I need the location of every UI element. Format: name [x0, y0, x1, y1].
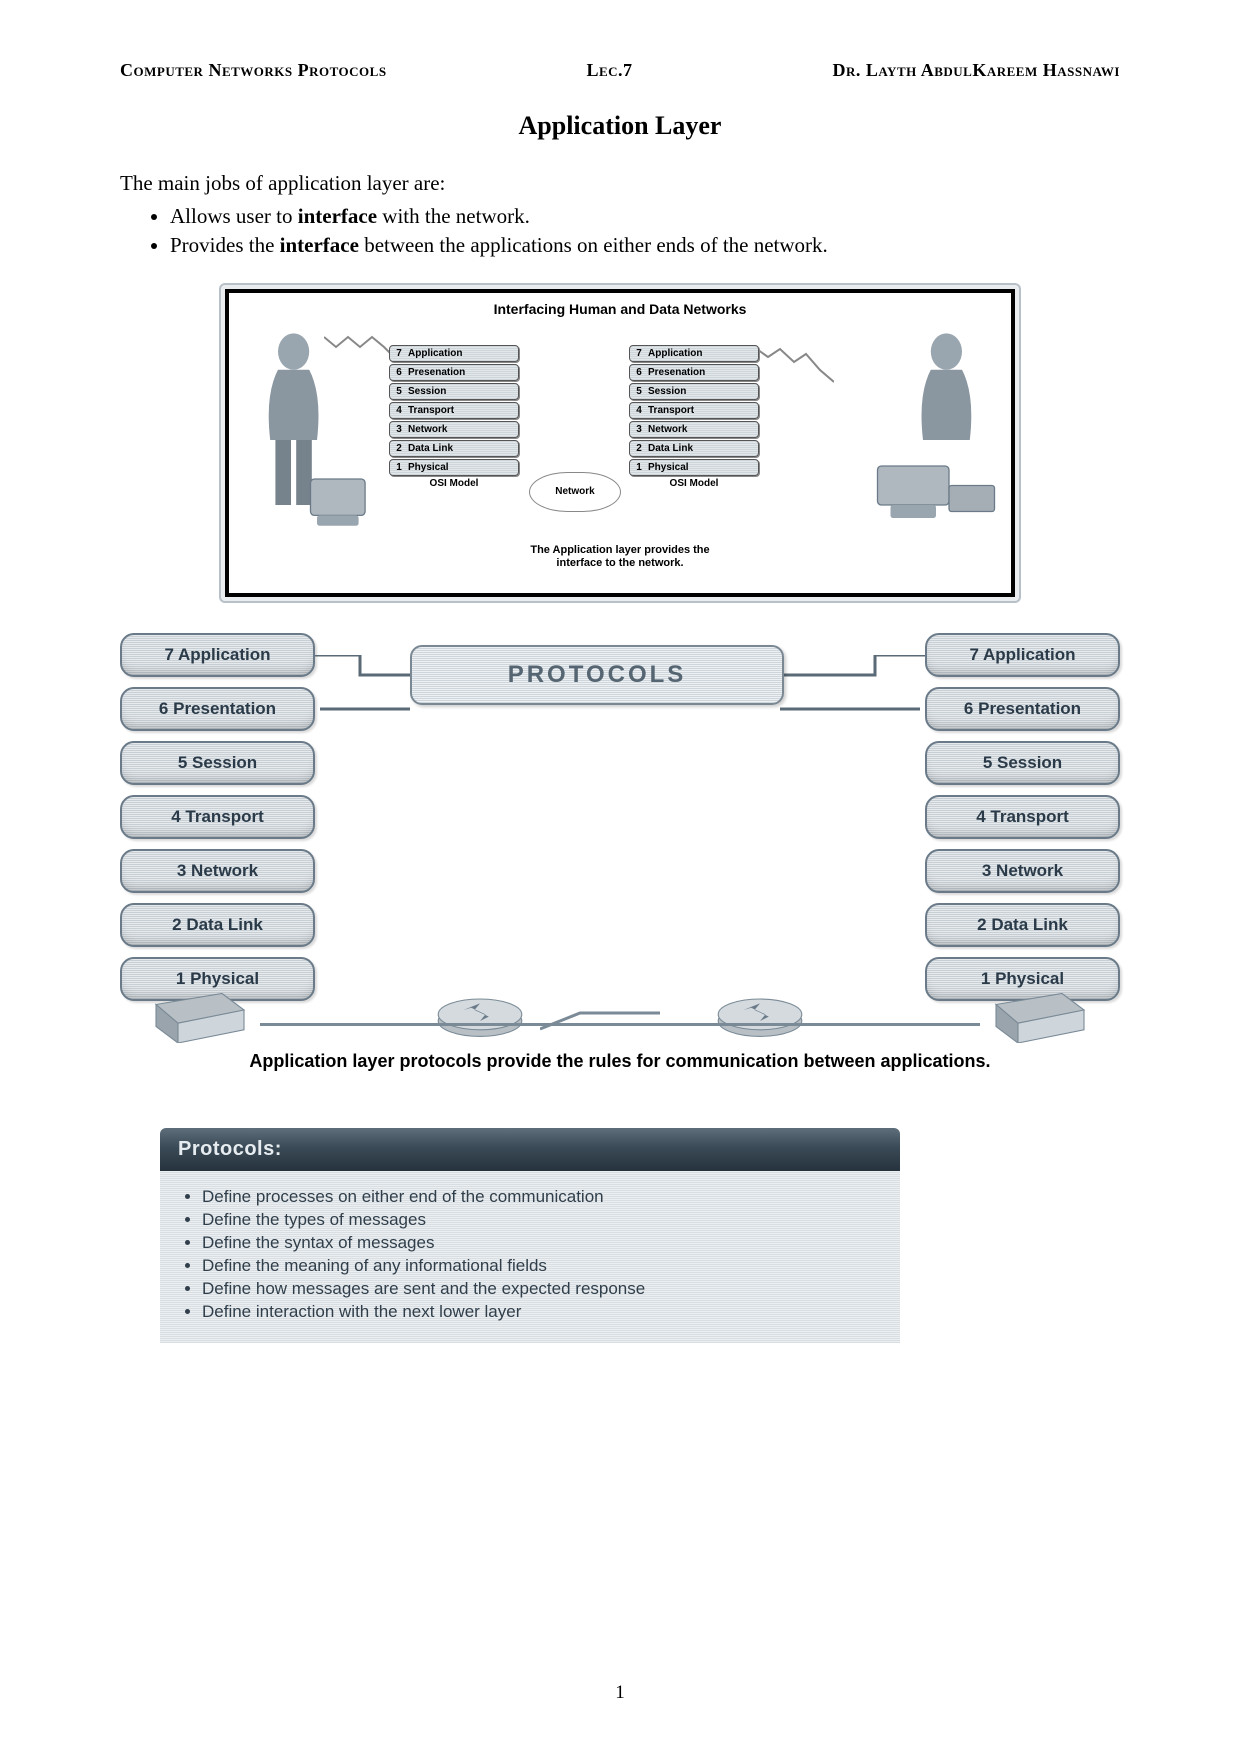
intro-bullet: Provides the interface between the appli…: [170, 233, 1120, 258]
protocols-list-item: Define interaction with the next lower l…: [202, 1302, 882, 1322]
osi-column-left: 7 Application 6 Presentation 5 Session 4 Tr…: [120, 633, 315, 1011]
osi-layer-box: 5 Session: [925, 741, 1120, 785]
osi-layer-box: 6 Presentation: [120, 687, 315, 731]
osi-layer-box: 4Transport: [389, 402, 519, 419]
osi-layer-box: 5Session: [629, 383, 759, 400]
router-icon: [705, 988, 815, 1043]
osi-layer-box: 6 Presentation: [925, 687, 1120, 731]
osi-layer-box: 1Physical: [389, 459, 519, 476]
protocols-panel-title: Protocols:: [160, 1128, 900, 1171]
osi-layer-box: 3Network: [389, 421, 519, 438]
network-cloud-icon: Network: [529, 472, 621, 512]
protocols-list-item: Define processes on either end of the co…: [202, 1187, 882, 1207]
osi-layer-box: 4 Transport: [120, 795, 315, 839]
osi-stack-right: 7Application 6Presenation 5Session 4Transpo…: [629, 345, 759, 489]
header-right: Dr. Layth AbdulKareem Hassnawi: [832, 60, 1120, 81]
osi-layer-box: 3 Network: [120, 849, 315, 893]
devices-right-icon: [871, 322, 1001, 532]
osi-stack-left: 7Application 6Presenation 5Session 4Transpo…: [389, 345, 519, 489]
osi-layer-box: 7Application: [389, 345, 519, 362]
osi-layer-box: 2 Data Link: [925, 903, 1120, 947]
protocols-panel: Protocols: Define processes on either en…: [160, 1128, 900, 1343]
osi-model-label: OSI Model: [389, 478, 519, 489]
intro-bullets: Allows user to interface with the networ…: [170, 204, 1120, 258]
intro-bullet: Allows user to interface with the networ…: [170, 204, 1120, 229]
osi-layer-box: 3 Network: [925, 849, 1120, 893]
server-icon: [145, 988, 255, 1043]
page-header: Computer Networks Protocols Lec.7 Dr. La…: [120, 60, 1120, 81]
osi-layer-box: 4Transport: [629, 402, 759, 419]
fig2-caption: Application layer protocols provide the …: [120, 1051, 1120, 1072]
osi-layer-box: 5 Session: [120, 741, 315, 785]
fig1-title: Interfacing Human and Data Networks: [229, 293, 1011, 317]
protocols-list-item: Define how messages are sent and the exp…: [202, 1279, 882, 1299]
osi-layer-box: 7Application: [629, 345, 759, 362]
osi-layer-box: 5Session: [389, 383, 519, 400]
figure-interfacing: Interfacing Human and Data Networks: [219, 283, 1021, 603]
fig1-caption: The Application layer provides the inter…: [229, 544, 1011, 570]
osi-layer-box: 2 Data Link: [120, 903, 315, 947]
protocols-box: PROTOCOLS: [410, 645, 784, 705]
osi-layer-box: 2Data Link: [389, 440, 519, 457]
protocols-list-item: Define the types of messages: [202, 1210, 882, 1230]
protocols-list-item: Define the meaning of any informational …: [202, 1256, 882, 1276]
osi-layer-box: 6Presenation: [389, 364, 519, 381]
page-number: 1: [0, 1682, 1240, 1704]
osi-layer-box: 1Physical: [629, 459, 759, 476]
osi-layer-box: 7 Application: [925, 633, 1120, 677]
page-title: Application Layer: [120, 111, 1120, 141]
osi-layer-box: 4 Transport: [925, 795, 1120, 839]
osi-layer-box: 7 Application: [120, 633, 315, 677]
osi-layer-box: 6Presenation: [629, 364, 759, 381]
server-icon: [985, 988, 1095, 1043]
protocols-list-item: Define the syntax of messages: [202, 1233, 882, 1253]
osi-model-label: OSI Model: [629, 478, 759, 489]
osi-layer-box: 2Data Link: [629, 440, 759, 457]
router-icon: [425, 988, 535, 1043]
intro-text: The main jobs of application layer are:: [120, 171, 1120, 196]
osi-layer-box: 3Network: [629, 421, 759, 438]
protocols-list: Define processes on either end of the co…: [178, 1187, 882, 1322]
figure-protocols: 7 Application 6 Presentation 5 Session 4 Tr…: [120, 633, 1120, 1053]
header-center: Lec.7: [586, 60, 632, 81]
header-left: Computer Networks Protocols: [120, 60, 387, 81]
osi-column-right: 7 Application 6 Presentation 5 Session 4 Tr…: [925, 633, 1120, 1011]
